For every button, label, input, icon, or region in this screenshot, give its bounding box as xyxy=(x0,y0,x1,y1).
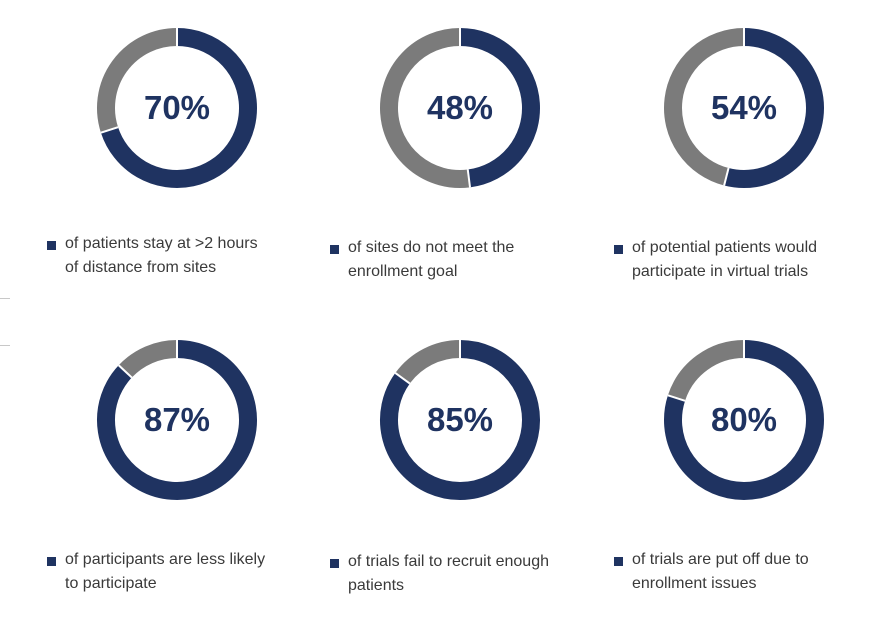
percentage-label: 87% xyxy=(143,401,211,438)
bullet-square-icon xyxy=(47,557,56,566)
stat-caption: of patients stay at >2 hours of distance… xyxy=(47,232,325,280)
caption-line: of potential patients would xyxy=(632,239,818,256)
caption-line: to participate xyxy=(65,575,157,592)
donut-svg xyxy=(380,28,540,188)
caption-line: of distance from sites xyxy=(65,259,217,276)
stat-caption: of trials fail to recruit enough patient… xyxy=(330,550,608,598)
caption-line: enrollment issues xyxy=(632,575,757,592)
bullet-square-icon xyxy=(614,557,623,566)
percentage-label: 70% xyxy=(143,89,211,126)
stat-caption: of trials are put off due to enrollment … xyxy=(614,548,880,596)
donut-chart: 85% xyxy=(370,330,550,510)
caption-line: of patients stay at >2 hours xyxy=(65,235,258,252)
caption-line: of trials are put off due to xyxy=(632,551,809,568)
donut-remainder-segment xyxy=(380,28,471,188)
bullet-square-icon xyxy=(614,245,623,254)
edge-divider-tick xyxy=(0,345,10,346)
donut-chart: 48% xyxy=(370,18,550,198)
donut-chart: 54% xyxy=(654,18,834,198)
donut-value-segment xyxy=(664,340,824,500)
percentage-label: 54% xyxy=(710,89,778,126)
stat-caption: of potential patients would participate … xyxy=(614,236,880,284)
donut-svg xyxy=(380,340,540,500)
donut-remainder-segment xyxy=(118,340,178,378)
donut-segment-separator xyxy=(667,394,686,402)
stat-caption: of sites do not meet the enrollment goal xyxy=(330,236,608,284)
caption-line: of participants are less likely xyxy=(65,551,266,568)
bullet-square-icon xyxy=(330,559,339,568)
donut-chart: 80% xyxy=(654,330,834,510)
donut-chart: 70% xyxy=(87,18,267,198)
donut-value-segment xyxy=(459,28,540,188)
donut-value-segment xyxy=(724,28,824,188)
donut-remainder-segment xyxy=(395,340,461,384)
donut-value-segment xyxy=(100,28,257,188)
donut-segment-separator xyxy=(394,372,411,385)
donut-remainder-segment xyxy=(664,28,745,186)
donut-value-segment xyxy=(97,340,257,500)
donut-svg xyxy=(97,340,257,500)
percentage-label: 48% xyxy=(426,89,494,126)
donut-segment-separator xyxy=(117,364,133,379)
caption-line: patients xyxy=(348,577,405,594)
donut-remainder-segment xyxy=(97,28,178,133)
bullet-square-icon xyxy=(47,241,56,250)
caption-line: participate in virtual trials xyxy=(632,263,809,280)
caption-line: of trials fail to recruit enough xyxy=(348,553,549,570)
donut-segment-separator xyxy=(466,169,472,188)
donut-segment-separator xyxy=(100,126,119,134)
stat-caption: of participants are less likely to parti… xyxy=(47,548,325,596)
caption-line: enrollment goal xyxy=(348,263,458,280)
donut-segment-separator xyxy=(723,167,730,186)
donut-svg xyxy=(97,28,257,188)
bullet-square-icon xyxy=(330,245,339,254)
edge-divider-tick xyxy=(0,298,10,299)
donut-svg xyxy=(664,28,824,188)
donut-chart: 87% xyxy=(87,330,267,510)
donut-value-segment xyxy=(380,340,540,500)
percentage-label: 80% xyxy=(710,401,778,438)
caption-line: of sites do not meet the xyxy=(348,239,515,256)
percentage-label: 85% xyxy=(426,401,494,438)
donut-svg xyxy=(664,340,824,500)
donut-remainder-segment xyxy=(667,340,745,402)
